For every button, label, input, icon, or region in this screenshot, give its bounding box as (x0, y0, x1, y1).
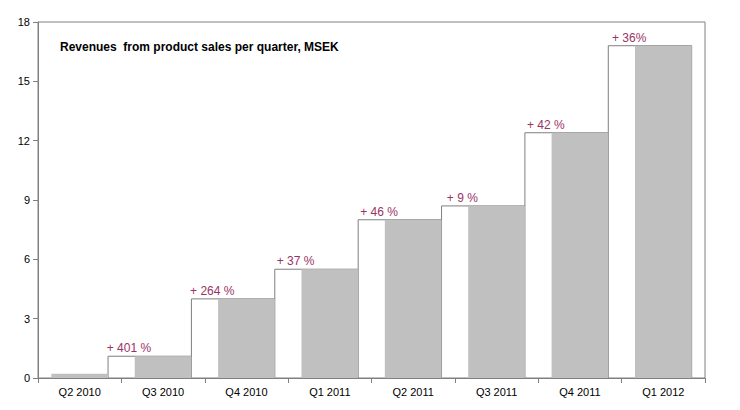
svg-text:15: 15 (18, 75, 30, 87)
svg-text:3: 3 (24, 313, 30, 325)
svg-text:Q1 2012: Q1 2012 (642, 386, 684, 398)
svg-text:Q4 2010: Q4 2010 (225, 386, 267, 398)
svg-text:+ 46 %: + 46 % (360, 205, 398, 219)
svg-text:+ 36%: + 36% (612, 31, 647, 45)
svg-text:12: 12 (18, 135, 30, 147)
svg-text:6: 6 (24, 253, 30, 265)
svg-text:+ 9 %: + 9 % (447, 191, 478, 205)
svg-text:Q2 2010: Q2 2010 (59, 386, 101, 398)
svg-text:+ 42 %: + 42 % (527, 118, 565, 132)
svg-text:Q4 2011: Q4 2011 (559, 386, 600, 398)
svg-text:Q3 2010: Q3 2010 (142, 386, 184, 398)
svg-text:Q3 2011: Q3 2011 (476, 386, 517, 398)
svg-text:0: 0 (24, 372, 30, 384)
svg-text:+ 401 %: + 401 % (107, 341, 152, 355)
svg-text:+ 264 %: + 264 % (190, 284, 235, 298)
svg-text:Q1 2011: Q1 2011 (309, 386, 350, 398)
svg-text:18: 18 (18, 16, 30, 28)
svg-text:Revenues from product sales p: Revenues from product sales per quarter,… (60, 40, 339, 54)
svg-text:9: 9 (24, 194, 30, 206)
svg-text:+ 37 %: + 37 % (277, 254, 315, 268)
svg-text:Q2 2011: Q2 2011 (392, 386, 433, 398)
